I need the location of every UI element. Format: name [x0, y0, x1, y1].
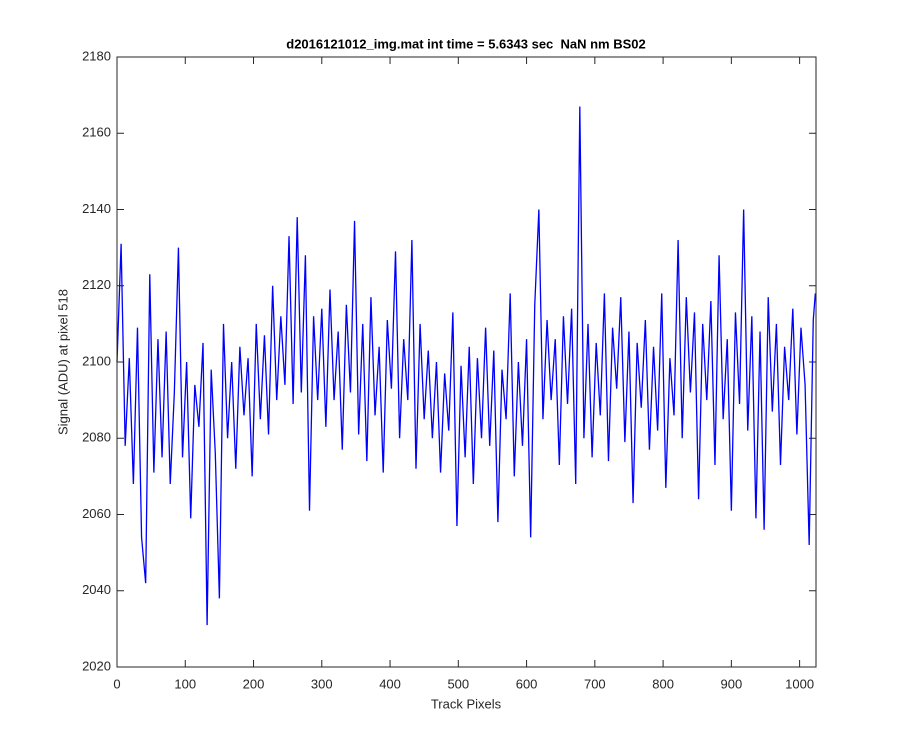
x-tick-label: 400 [379, 676, 401, 691]
x-tick-label: 0 [113, 676, 120, 691]
y-tick-label: 2180 [82, 48, 111, 63]
x-tick-label: 700 [584, 676, 606, 691]
x-tick-label: 300 [311, 676, 333, 691]
x-tick-label: 900 [721, 676, 743, 691]
x-tick-label: 800 [652, 676, 674, 691]
y-tick-label: 2120 [82, 277, 111, 292]
axes-box [116, 56, 817, 668]
x-axis-label: Track Pixels [431, 696, 502, 711]
data-line [116, 106, 816, 626]
y-tick-label: 2040 [82, 582, 111, 597]
y-tick-label: 2140 [82, 201, 111, 216]
y-tick-label: 2160 [82, 125, 111, 140]
x-tick-label: 1000 [785, 676, 814, 691]
y-tick-label: 2080 [82, 430, 111, 445]
x-tick-label: 500 [447, 676, 469, 691]
y-axis-label: Signal (ADU) at pixel 518 [55, 289, 70, 435]
y-tick-label: 2060 [82, 506, 111, 521]
y-tick-label: 2020 [82, 658, 111, 673]
x-tick-label: 600 [516, 676, 538, 691]
y-tick-label: 2100 [82, 353, 111, 368]
x-tick-label: 100 [174, 676, 196, 691]
chart-title: d2016121012_img.mat int time = 5.6343 se… [286, 36, 646, 51]
x-tick-label: 200 [243, 676, 265, 691]
